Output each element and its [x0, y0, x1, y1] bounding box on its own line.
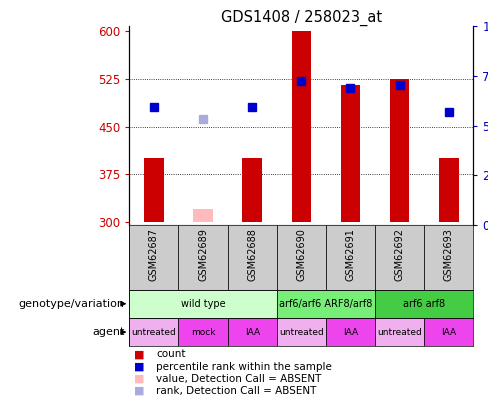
Bar [193, 209, 213, 222]
Text: ■: ■ [134, 350, 145, 359]
Text: value, Detection Call = ABSENT: value, Detection Call = ABSENT [156, 374, 322, 384]
Bar [375, 290, 473, 318]
Text: IAA: IAA [343, 328, 358, 337]
Bar [179, 225, 227, 290]
Text: GSM62692: GSM62692 [395, 228, 405, 281]
Text: GSM62687: GSM62687 [149, 228, 159, 281]
Text: agent: agent [92, 327, 124, 337]
Bar [227, 318, 277, 346]
Text: mock: mock [191, 328, 215, 337]
Text: untreated: untreated [279, 328, 324, 337]
Text: wild type: wild type [181, 299, 225, 309]
Text: untreated: untreated [132, 328, 176, 337]
Bar [341, 85, 360, 222]
Bar [129, 290, 277, 318]
Text: ■: ■ [134, 362, 145, 371]
Text: percentile rank within the sample: percentile rank within the sample [156, 362, 332, 371]
Text: GSM62693: GSM62693 [444, 228, 454, 281]
Text: GSM62689: GSM62689 [198, 228, 208, 281]
Bar [439, 158, 459, 222]
Bar [375, 318, 424, 346]
Text: arf6/arf6 ARF8/arf8: arf6/arf6 ARF8/arf8 [279, 299, 373, 309]
Bar [375, 225, 424, 290]
Bar [179, 318, 227, 346]
Text: untreated: untreated [377, 328, 422, 337]
Bar [129, 318, 179, 346]
Text: IAA: IAA [244, 328, 260, 337]
Bar [277, 225, 326, 290]
Text: rank, Detection Call = ABSENT: rank, Detection Call = ABSENT [156, 386, 317, 396]
Bar [277, 318, 326, 346]
Text: GSM62690: GSM62690 [296, 228, 306, 281]
Bar [326, 225, 375, 290]
Bar [424, 318, 473, 346]
Text: genotype/variation: genotype/variation [19, 299, 124, 309]
Text: arf6 arf8: arf6 arf8 [403, 299, 445, 309]
Text: ■: ■ [134, 374, 145, 384]
Bar [326, 318, 375, 346]
Bar [390, 79, 409, 222]
Text: GSM62691: GSM62691 [346, 228, 355, 281]
Bar [277, 290, 375, 318]
Bar [243, 158, 262, 222]
Bar [144, 158, 164, 222]
Bar [291, 32, 311, 222]
Bar [227, 225, 277, 290]
Text: IAA: IAA [441, 328, 456, 337]
Bar [424, 225, 473, 290]
Text: count: count [156, 350, 185, 359]
Title: GDS1408 / 258023_at: GDS1408 / 258023_at [221, 10, 382, 26]
Text: ■: ■ [134, 386, 145, 396]
Text: GSM62688: GSM62688 [247, 228, 257, 281]
Bar [129, 225, 179, 290]
